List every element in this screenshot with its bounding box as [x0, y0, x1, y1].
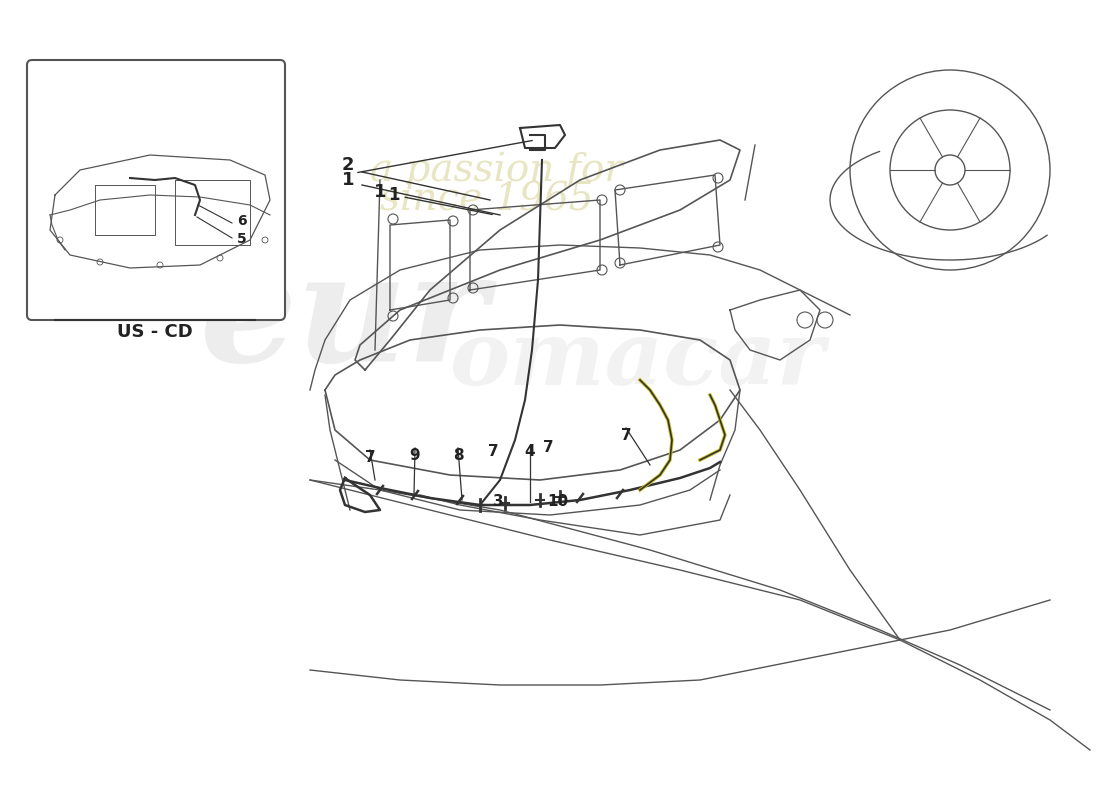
Text: 7: 7	[542, 439, 553, 454]
Text: 9: 9	[409, 447, 420, 462]
Text: a passion for: a passion for	[370, 151, 623, 189]
Text: 7: 7	[365, 450, 375, 465]
Text: 3: 3	[493, 494, 504, 510]
Text: omacar: omacar	[450, 317, 825, 403]
Text: 1: 1	[374, 183, 386, 201]
Text: 5: 5	[236, 232, 246, 246]
Text: 8: 8	[453, 447, 463, 462]
Text: 10: 10	[548, 494, 569, 510]
Text: 6: 6	[236, 214, 246, 228]
Text: US - CD: US - CD	[117, 323, 192, 341]
Text: 4: 4	[525, 445, 536, 459]
Text: 1: 1	[388, 186, 493, 214]
Text: eur: eur	[200, 246, 488, 394]
Text: 1: 1	[342, 171, 354, 189]
Text: since 1965: since 1965	[379, 182, 594, 218]
Text: 2: 2	[342, 156, 354, 174]
Text: 7: 7	[620, 427, 631, 442]
FancyBboxPatch shape	[28, 60, 285, 320]
Text: 7: 7	[487, 445, 498, 459]
